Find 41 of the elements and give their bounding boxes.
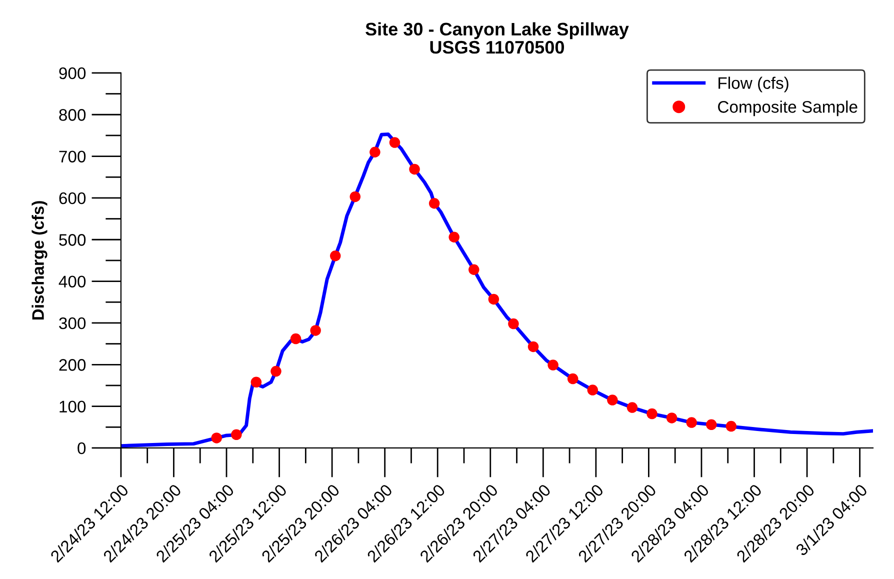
y-tick-label: 800: [59, 109, 86, 121]
legend-label: Composite Sample: [718, 100, 858, 116]
point: [389, 137, 400, 148]
point: [290, 333, 302, 344]
point: [726, 420, 737, 432]
y-axis-title: Discharge (cfs): [32, 201, 48, 320]
point: [428, 198, 440, 209]
point: [350, 191, 361, 202]
point: [250, 376, 262, 388]
y-tick-label: 900: [59, 67, 86, 80]
y-tick-label: 100: [60, 400, 86, 413]
point: [706, 419, 717, 430]
y-tick-label: 200: [59, 359, 86, 371]
y-tick-label: 500: [59, 234, 86, 246]
y-tick-label: 400: [58, 276, 86, 288]
point: [626, 402, 638, 413]
y-tick-label: 0: [78, 442, 86, 454]
point: [468, 264, 480, 276]
point: [587, 384, 598, 396]
point: [548, 360, 558, 370]
point: [607, 394, 618, 406]
point: [528, 341, 539, 352]
point: [686, 417, 697, 428]
point: [370, 146, 380, 158]
y-tick-label: 700: [59, 150, 86, 162]
y-tick-label: 300: [59, 317, 86, 330]
point: [567, 373, 578, 384]
point: [448, 232, 460, 243]
point: [231, 429, 242, 440]
point: [508, 318, 519, 330]
point: [646, 408, 658, 420]
y-tick-label: 600: [59, 192, 86, 204]
point: [330, 250, 341, 262]
chart-title: Site 30 - Canyon Lake Spillway USGS 11070500: [366, 22, 629, 54]
point: [666, 412, 678, 424]
point: [409, 164, 420, 175]
point: [488, 294, 500, 305]
point: [270, 366, 282, 377]
legend-label: Flow (cfs): [718, 76, 788, 92]
point: [310, 325, 321, 336]
point: [211, 432, 222, 444]
